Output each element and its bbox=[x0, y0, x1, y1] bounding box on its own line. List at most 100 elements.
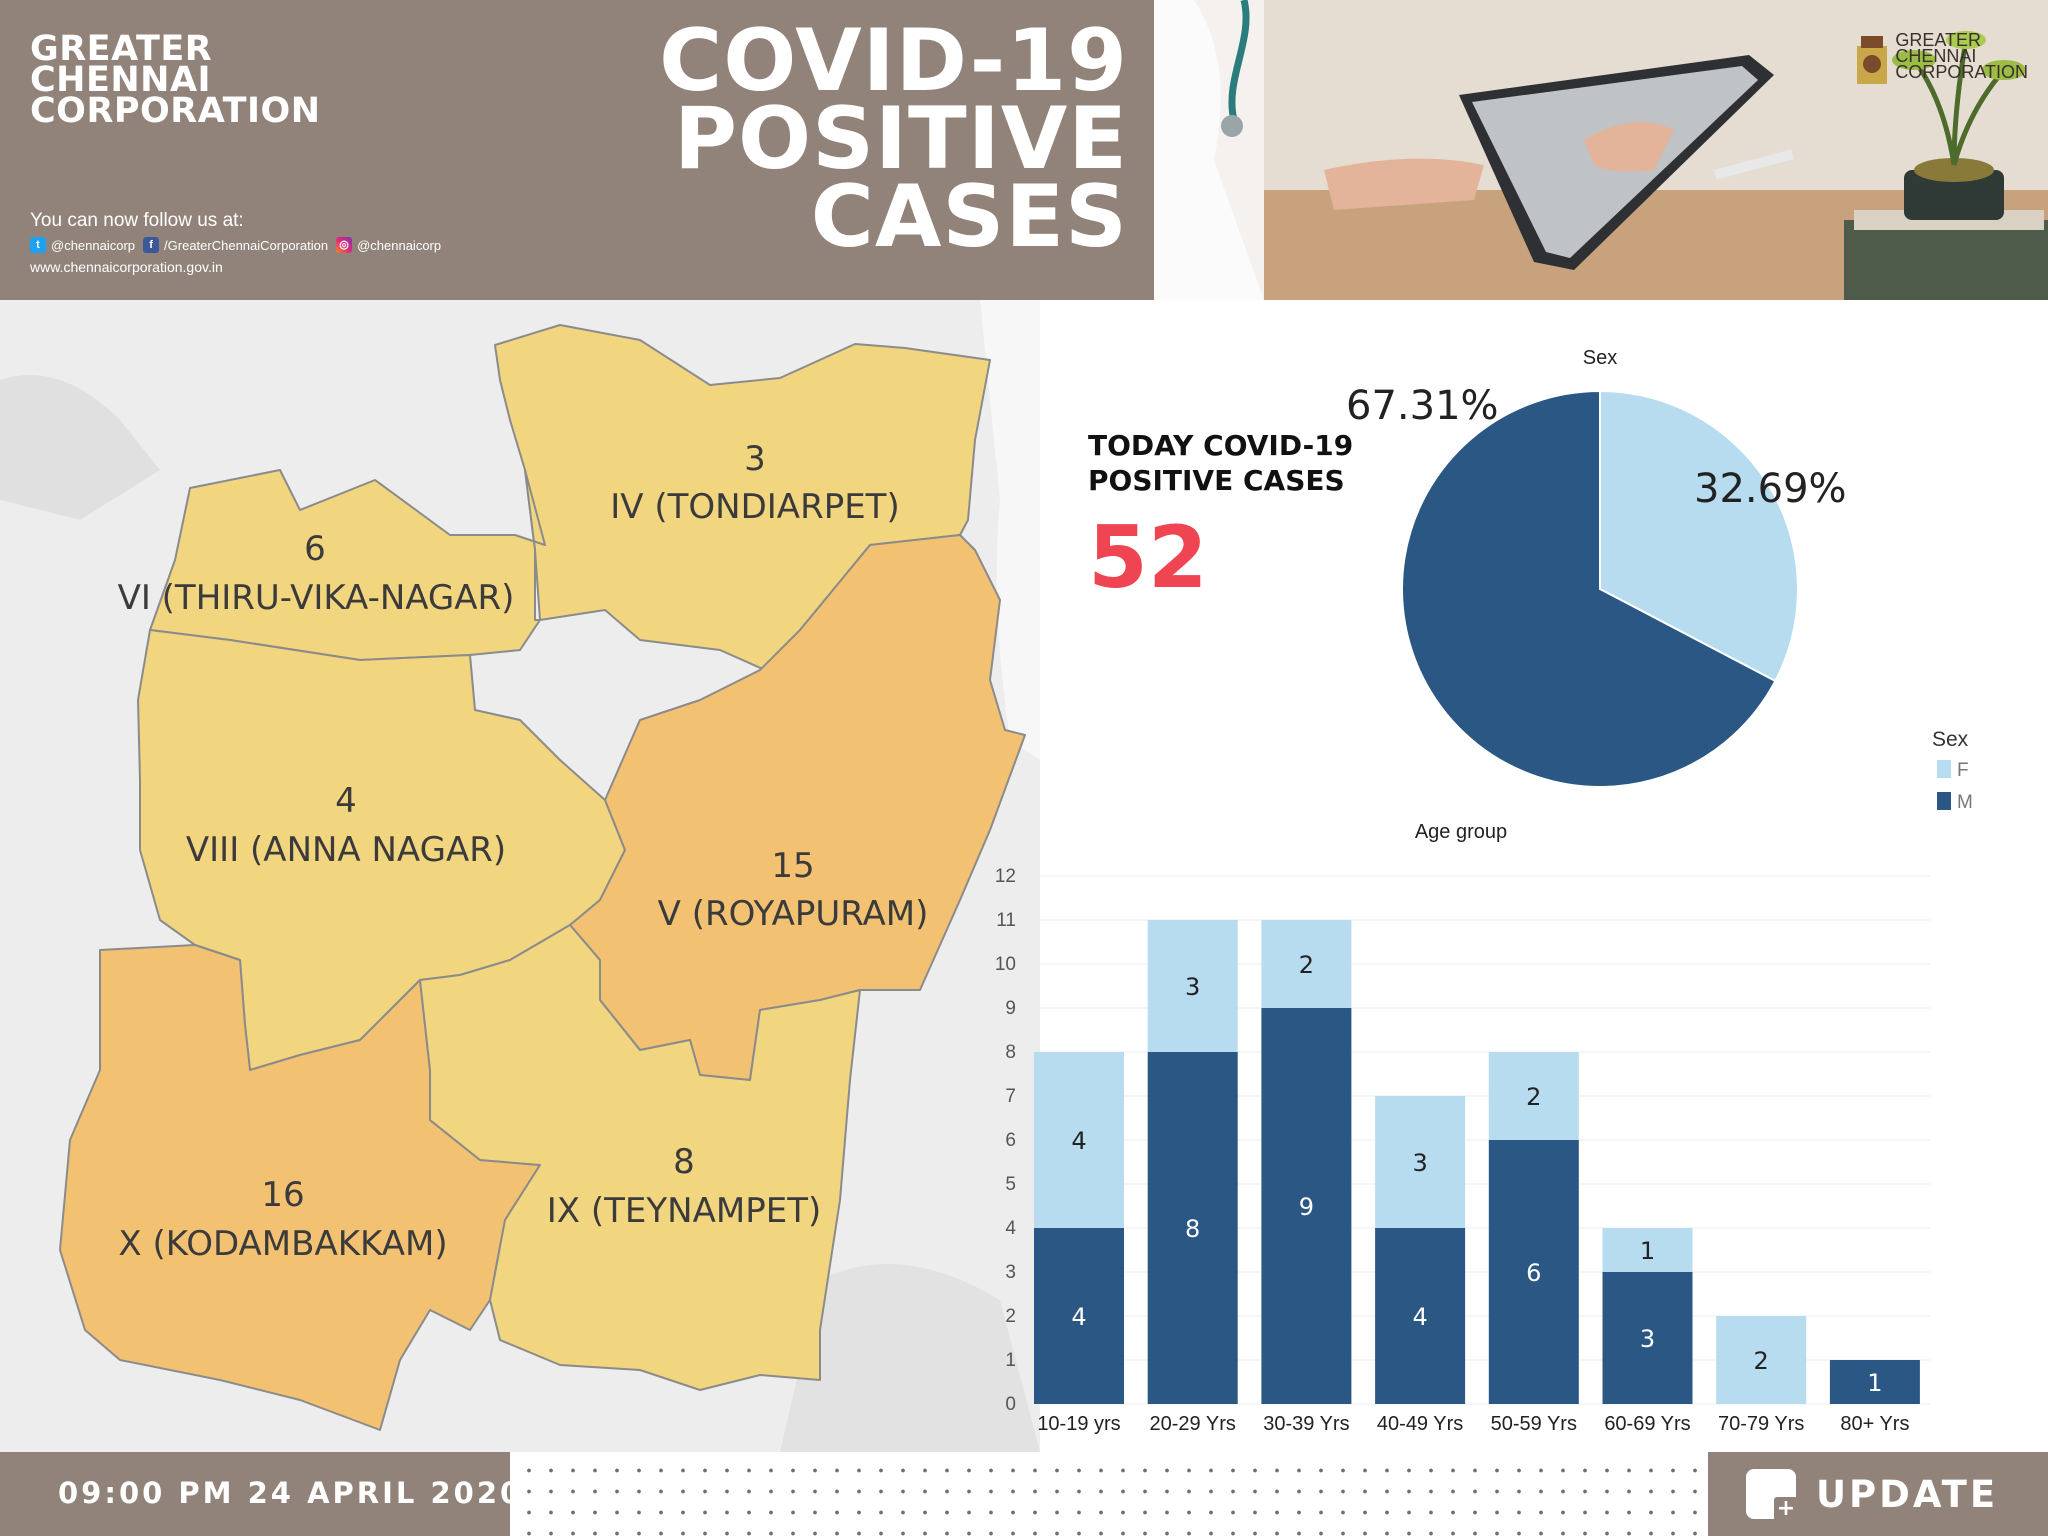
instagram-handle[interactable]: @chennaicorp bbox=[357, 237, 442, 253]
sex-pie-chart: Sex 32.69% 67.31% Sex FM bbox=[1346, 347, 1973, 813]
bar-label-m-4: 6 bbox=[1526, 1259, 1541, 1287]
zone-name-kodambakkam: X (KODAMBAKKAM) bbox=[118, 1224, 447, 1264]
y-tick-label: 3 bbox=[1005, 1262, 1016, 1283]
bar-m-5 bbox=[1602, 1272, 1693, 1404]
map-labels: 3 IV (TONDIARPET) 6 VI (THIRU-VIKA-NAGAR… bbox=[118, 439, 929, 1264]
bar-label-m-5: 3 bbox=[1640, 1325, 1655, 1353]
today-label-line2: POSITIVE CASES bbox=[1088, 464, 1345, 497]
y-tick-label: 0 bbox=[1005, 1394, 1016, 1415]
zone-name-teynampet: IX (TEYNAMPET) bbox=[547, 1191, 821, 1231]
photo-logo-line2: CHENNAI bbox=[1895, 46, 1977, 66]
bar-label-m-7: 1 bbox=[1867, 1369, 1882, 1397]
facebook-icon: f bbox=[143, 237, 160, 253]
x-tick-label: 80+ Yrs bbox=[1840, 1413, 1909, 1435]
bar-label-f-3: 3 bbox=[1412, 1149, 1427, 1177]
x-tick-label: 40-49 Yrs bbox=[1377, 1413, 1463, 1435]
y-tick-label: 12 bbox=[995, 866, 1016, 887]
bar-title: Age group bbox=[1415, 821, 1507, 843]
y-tick-label: 8 bbox=[1005, 1042, 1016, 1063]
x-tick-label: 10-19 yrs bbox=[1037, 1413, 1120, 1435]
today-cases-label: TODAY COVID-19 POSITIVE CASES bbox=[1088, 428, 1353, 498]
footer-dot-pattern bbox=[510, 1452, 1708, 1536]
bar-f-3 bbox=[1375, 1096, 1466, 1228]
pie-legend: Sex FM bbox=[1932, 728, 1973, 813]
zone-shape-teynampet bbox=[419, 924, 861, 1391]
pie-legend-swatch-f bbox=[1937, 760, 1951, 778]
zone-count-kodambakkam: 16 bbox=[261, 1175, 304, 1215]
title-line2: POSITIVE bbox=[673, 89, 1128, 189]
bar-label-f-0: 4 bbox=[1071, 1127, 1086, 1155]
pie-slice-f bbox=[1599, 389, 1799, 683]
bar-label-m-1: 8 bbox=[1185, 1215, 1200, 1243]
bar-f-5 bbox=[1602, 1228, 1693, 1272]
pie-label-m: 67.31% bbox=[1346, 383, 1499, 429]
follow-text: You can now follow us at: bbox=[30, 210, 244, 231]
footer-timestamp: 09:00 PM 24 APRIL 2020 bbox=[58, 1476, 524, 1510]
y-tick-label: 5 bbox=[1005, 1174, 1016, 1195]
zone-map: 3 IV (TONDIARPET) 6 VI (THIRU-VIKA-NAGAR… bbox=[0, 300, 1040, 1452]
bar-f-4 bbox=[1488, 1052, 1579, 1140]
twitter-icon: t bbox=[30, 237, 46, 253]
title-line3: CASES bbox=[810, 167, 1128, 267]
x-tick-label: 70-79 Yrs bbox=[1718, 1413, 1804, 1435]
zone-count-royapuram: 15 bbox=[771, 846, 814, 886]
org-name-line1: GREATER bbox=[30, 29, 213, 69]
y-tick-label: 9 bbox=[1005, 998, 1016, 1019]
bar-m-1 bbox=[1147, 1052, 1238, 1404]
pie-legend-swatch-m bbox=[1937, 792, 1951, 810]
pie-legend-label-m: M bbox=[1957, 792, 1973, 813]
facebook-handle[interactable]: /GreaterChennaiCorporation bbox=[164, 237, 329, 253]
bar-label-m-3: 4 bbox=[1412, 1303, 1427, 1331]
bar-m-3 bbox=[1375, 1228, 1466, 1404]
x-tick-label: 20-29 Yrs bbox=[1150, 1413, 1236, 1435]
photo-illustration bbox=[1154, 0, 2048, 300]
bar-m-2 bbox=[1261, 1008, 1352, 1404]
photo-logo-line1: GREATER bbox=[1895, 30, 1982, 50]
zone-count-teynampet: 8 bbox=[673, 1142, 695, 1182]
bar-m-7 bbox=[1829, 1360, 1920, 1404]
photo-logo-text: GREATER CHENNAI CORPORATION bbox=[1895, 30, 2028, 82]
website-link[interactable]: www.chennaicorporation.gov.in bbox=[30, 259, 223, 275]
bar-label-m-0: 4 bbox=[1071, 1303, 1086, 1331]
pie-legend-label-f: F bbox=[1957, 760, 1969, 781]
header-banner: GREATER CHENNAI CORPORATION COVID-19 POS… bbox=[0, 0, 1154, 300]
bar-f-2 bbox=[1261, 920, 1352, 1008]
y-tick-label: 10 bbox=[995, 954, 1016, 975]
doctor-tablet-photo: GREATER CHENNAI CORPORATION bbox=[1154, 0, 2048, 300]
bar-m-4 bbox=[1488, 1140, 1579, 1404]
today-cases-value: 52 bbox=[1088, 508, 1208, 608]
y-tick-label: 7 bbox=[1005, 1086, 1016, 1107]
map-svg: 3 IV (TONDIARPET) 6 VI (THIRU-VIKA-NAGAR… bbox=[0, 300, 1040, 1452]
update-label: UPDATE bbox=[1816, 1472, 1999, 1516]
x-tick-label: 60-69 Yrs bbox=[1604, 1413, 1690, 1435]
org-name-line3: CORPORATION bbox=[30, 91, 321, 131]
bar-label-f-4: 2 bbox=[1526, 1083, 1541, 1111]
zone-name-tondiarpet: IV (TONDIARPET) bbox=[610, 487, 899, 527]
photo-corporation-logo: GREATER CHENNAI CORPORATION bbox=[1855, 30, 2028, 88]
bar-label-f-2: 2 bbox=[1299, 951, 1314, 979]
pie-label-f: 32.69% bbox=[1694, 466, 1847, 512]
y-tick-label: 2 bbox=[1005, 1306, 1016, 1327]
bar-f-1 bbox=[1147, 920, 1238, 1052]
zone-name-anna-nagar: VIII (ANNA NAGAR) bbox=[186, 830, 506, 870]
zone-name-thiru-vika-nagar: VI (THIRU-VIKA-NAGAR) bbox=[118, 578, 515, 618]
pie-title: Sex bbox=[1583, 347, 1617, 369]
page-title: COVID-19 POSITIVE CASES bbox=[659, 18, 1128, 267]
twitter-handle[interactable]: @chennaicorp bbox=[51, 237, 136, 253]
bar-f-6 bbox=[1716, 1316, 1807, 1404]
bar-label-f-5: 1 bbox=[1640, 1237, 1655, 1265]
org-name-line2: CHENNAI bbox=[30, 60, 212, 100]
zone-count-thiru-vika-nagar: 6 bbox=[304, 529, 326, 569]
org-name: GREATER CHENNAI CORPORATION bbox=[30, 29, 321, 131]
instagram-icon: ◎ bbox=[336, 237, 353, 253]
zone-name-royapuram: V (ROYAPURAM) bbox=[658, 894, 929, 934]
social-links: t @chennaicorp f /GreaterChennaiCorporat… bbox=[30, 237, 449, 253]
x-tick-label: 50-59 Yrs bbox=[1491, 1413, 1577, 1435]
bar-m-0 bbox=[1034, 1228, 1124, 1404]
photo-logo-line3: CORPORATION bbox=[1895, 62, 2028, 82]
update-icon: + bbox=[1746, 1469, 1798, 1521]
y-tick-label: 6 bbox=[1005, 1130, 1016, 1151]
footer-timestamp-bar: 09:00 PM 24 APRIL 2020 bbox=[0, 1452, 520, 1536]
